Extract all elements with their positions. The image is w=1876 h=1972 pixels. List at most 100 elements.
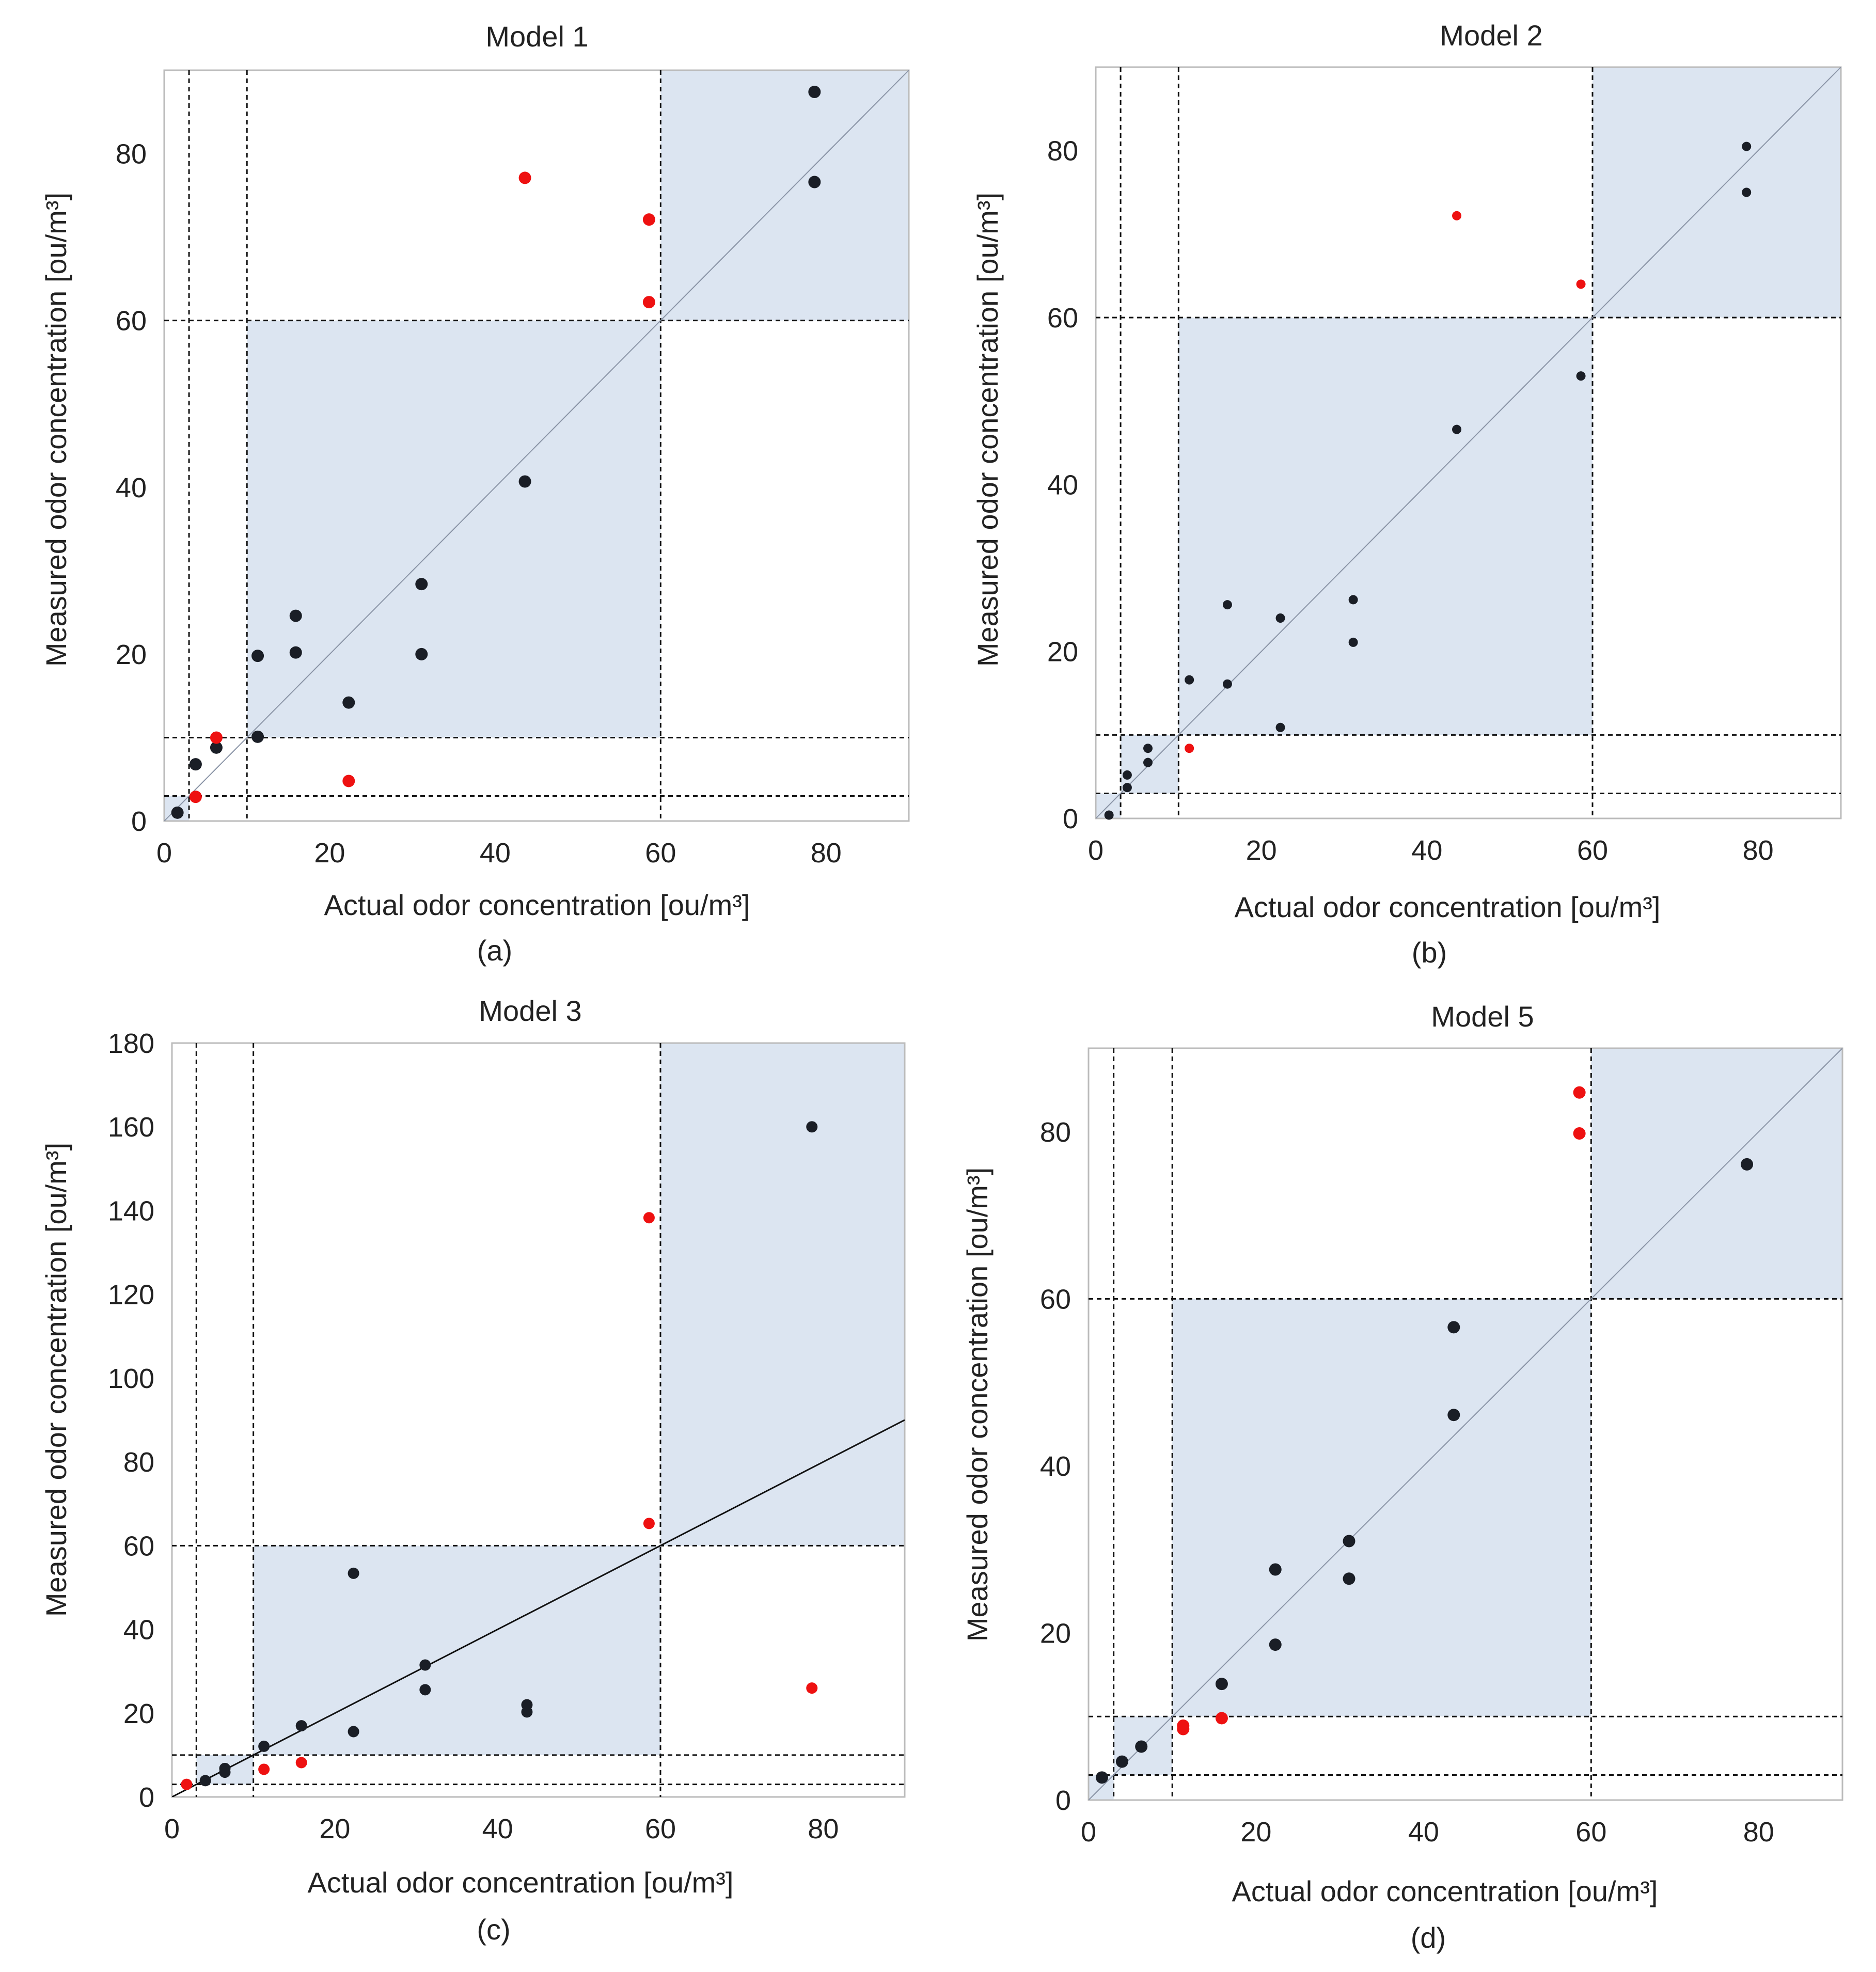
data-point-within-class xyxy=(1095,1771,1108,1784)
chart-title: Model 2 xyxy=(1440,19,1542,52)
data-point-within-class xyxy=(1222,679,1232,689)
data-point-within-class xyxy=(258,1740,270,1752)
data-point-outside-class xyxy=(181,1778,193,1790)
data-point-within-class xyxy=(348,1726,359,1738)
data-point-within-class xyxy=(210,741,223,754)
y-tick-label: 0 xyxy=(1063,803,1078,834)
data-point-outside-class xyxy=(518,171,531,184)
data-point-within-class xyxy=(1741,1158,1754,1171)
y-tick-label: 40 xyxy=(1047,469,1078,500)
data-point-outside-class xyxy=(642,296,655,309)
x-tick-label: 20 xyxy=(319,1813,350,1844)
x-tick-label: 60 xyxy=(1575,1817,1606,1848)
plot-area: 0 20 40 60 80 0 20 40 60 80 xyxy=(1047,66,1842,866)
data-point-within-class xyxy=(1742,187,1752,197)
data-point-within-class xyxy=(199,1775,211,1787)
x-tick-label: 60 xyxy=(1577,835,1608,866)
data-point-outside-class xyxy=(189,791,202,803)
x-tick-label: 40 xyxy=(1411,835,1442,866)
x-tick-label: 0 xyxy=(1088,835,1103,866)
data-point-outside-class xyxy=(1185,744,1194,753)
data-point-within-class xyxy=(521,1699,533,1711)
plot-area: 0 20 40 60 80 0 20 40 60 80 xyxy=(116,69,910,869)
data-point-within-class xyxy=(1185,675,1194,685)
data-point-within-class xyxy=(289,646,302,659)
panel-caption: (d) xyxy=(1411,1921,1446,1954)
plot-area: 0 20 40 60 80 0 20 40 60 80 xyxy=(1040,1047,1843,1848)
data-point-outside-class xyxy=(806,1682,818,1694)
panel-caption: (b) xyxy=(1412,936,1447,969)
plot-frame xyxy=(163,69,910,822)
data-point-within-class xyxy=(342,696,355,709)
data-point-within-class xyxy=(808,176,821,188)
data-point-within-class xyxy=(1275,722,1285,732)
y-tick-label: 20 xyxy=(116,639,147,670)
data-point-within-class xyxy=(518,475,531,488)
plot-frame xyxy=(1095,66,1842,819)
data-point-outside-class xyxy=(210,731,223,744)
data-point-outside-class xyxy=(642,213,655,226)
data-point-within-class xyxy=(251,730,264,743)
y-tick-label: 40 xyxy=(1040,1451,1071,1482)
data-point-within-class xyxy=(171,806,184,819)
data-point-outside-class xyxy=(258,1763,270,1775)
y-tick-label: 20 xyxy=(1040,1618,1071,1649)
data-point-within-class xyxy=(1447,1409,1460,1422)
panel-caption: (c) xyxy=(477,1913,510,1946)
data-point-outside-class xyxy=(342,775,355,787)
x-tick-label: 0 xyxy=(156,838,172,869)
data-point-within-class xyxy=(1348,637,1358,647)
data-point-within-class xyxy=(1135,1740,1148,1753)
data-point-within-class xyxy=(419,1684,431,1696)
data-point-within-class xyxy=(415,578,428,591)
y-tick-label: 60 xyxy=(123,1531,154,1561)
x-tick-label: 80 xyxy=(808,1813,839,1844)
data-point-within-class xyxy=(1343,1572,1355,1585)
data-point-within-class xyxy=(1452,424,1462,434)
x-tick-label: 40 xyxy=(480,838,511,869)
data-point-within-class xyxy=(1143,758,1153,767)
data-point-outside-class xyxy=(643,1518,655,1529)
y-tick-label: 0 xyxy=(131,806,147,837)
data-point-within-class xyxy=(808,86,821,99)
data-point-outside-class xyxy=(1573,1086,1586,1099)
data-point-outside-class xyxy=(1215,1712,1228,1725)
data-point-within-class xyxy=(419,1659,431,1671)
data-point-outside-class xyxy=(1573,1127,1586,1140)
data-point-within-class xyxy=(806,1121,818,1133)
data-point-within-class xyxy=(1122,770,1132,780)
x-axis-label: Actual odor concentration [ou/m³] xyxy=(1232,1875,1658,1907)
data-point-within-class xyxy=(1742,141,1752,151)
data-point-within-class xyxy=(1447,1321,1460,1334)
x-tick-label: 0 xyxy=(1081,1817,1096,1848)
y-tick-label: 20 xyxy=(1047,637,1078,668)
identity-line xyxy=(1089,1048,1842,1800)
identity-line xyxy=(164,70,909,821)
data-point-outside-class xyxy=(295,1757,307,1769)
y-tick-label: 80 xyxy=(116,139,147,170)
panel-model-2: 0 20 40 60 80 0 20 40 60 80 Model 2 Actual odor c… xyxy=(971,19,1842,969)
panel-model-3: 0 20 40 60 80 0 20 40 60 80 100 120 140 160 180 Model … xyxy=(40,995,906,1946)
data-point-within-class xyxy=(1104,810,1114,820)
data-point-within-class xyxy=(1348,595,1358,605)
x-tick-label: 80 xyxy=(811,838,842,869)
y-tick-label: 80 xyxy=(1040,1117,1071,1148)
x-tick-label: 20 xyxy=(1240,1817,1271,1848)
y-tick-label: 60 xyxy=(1047,303,1078,334)
y-axis-label: Measured odor concentration [ou/m³] xyxy=(40,193,72,667)
x-tick-label: 40 xyxy=(1408,1817,1439,1848)
x-tick-label: 20 xyxy=(314,838,345,869)
data-point-within-class xyxy=(1143,744,1153,753)
x-axis-label: Actual odor concentration [ou/m³] xyxy=(1235,891,1661,923)
data-point-outside-class xyxy=(1576,279,1586,289)
plot-frame xyxy=(1087,1047,1843,1801)
data-point-within-class xyxy=(1222,600,1232,610)
x-tick-label: 80 xyxy=(1743,1817,1774,1848)
data-point-within-class xyxy=(219,1762,231,1774)
x-axis-label: Actual odor concentration [ou/m³] xyxy=(324,889,750,921)
y-tick-label: 40 xyxy=(116,472,147,503)
data-point-outside-class xyxy=(1177,1719,1190,1732)
data-point-within-class xyxy=(1215,1678,1228,1691)
y-axis-label: Measured odor concentration [ou/m³] xyxy=(971,193,1004,667)
